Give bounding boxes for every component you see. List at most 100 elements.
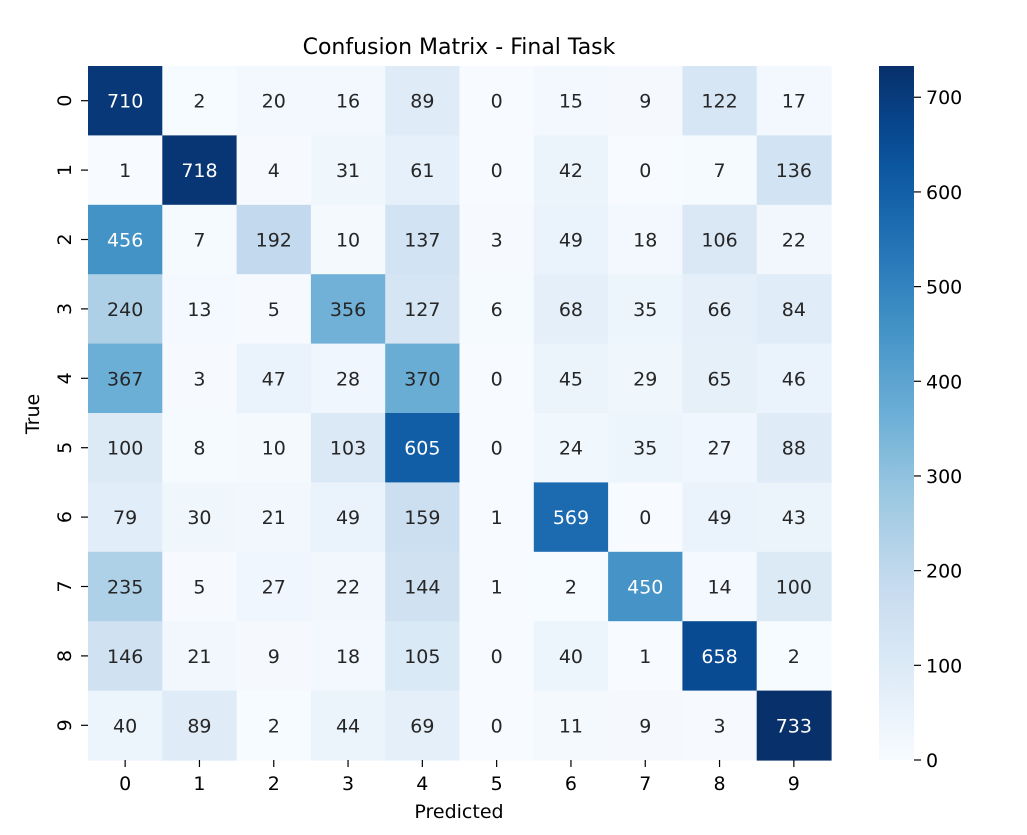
heatmap-cell (756, 482, 832, 553)
colorbar-tick-label: 500 (926, 277, 962, 299)
cell-value-label: 146 (107, 646, 143, 668)
heatmap-cell (236, 343, 312, 414)
y-tick-label: 0 (54, 95, 76, 107)
heatmap-cell (385, 66, 461, 136)
heatmap-cell (88, 621, 163, 692)
cell-value-label: 2 (193, 91, 205, 113)
x-tick-label: 1 (193, 773, 205, 795)
cell-value-label: 192 (256, 230, 292, 252)
colorbar-tick-label: 200 (926, 561, 962, 583)
heatmap-cell (88, 690, 163, 761)
heatmap-cell (310, 343, 386, 414)
heatmap-cell (236, 690, 312, 761)
x-tick-label: 9 (788, 773, 800, 795)
cell-value-label: 24 (559, 438, 583, 460)
cell-value-label: 18 (336, 646, 360, 668)
heatmap-cell (682, 413, 758, 483)
cell-value-label: 31 (336, 160, 360, 182)
cell-value-label: 20 (262, 91, 286, 113)
cell-value-label: 658 (701, 646, 737, 668)
heatmap-cell (682, 204, 758, 275)
heatmap-cell (608, 482, 683, 553)
heatmap-cell (385, 343, 461, 414)
cell-value-label: 100 (776, 577, 812, 599)
heatmap-cell (608, 690, 683, 761)
cell-value-label: 15 (559, 91, 583, 113)
heatmap-cell (310, 413, 386, 483)
cell-value-label: 0 (491, 646, 503, 668)
cell-value-label: 456 (107, 230, 143, 252)
cell-value-label: 7 (714, 160, 726, 182)
heatmap-cell (682, 482, 758, 553)
x-tick-label: 0 (119, 773, 131, 795)
heatmap-cell (385, 621, 461, 692)
cell-value-label: 5 (268, 299, 280, 321)
heatmap-cell (682, 135, 758, 206)
cell-value-label: 605 (404, 438, 440, 460)
cell-value-label: 40 (559, 646, 583, 668)
cell-value-label: 8 (193, 438, 205, 460)
heatmap-cell (162, 690, 238, 761)
heatmap-cell (608, 413, 683, 483)
colorbar-tick-label: 300 (926, 466, 962, 488)
heatmap-cell (533, 343, 609, 414)
heatmap-cell (88, 413, 163, 483)
y-tick-label: 6 (54, 511, 76, 523)
cell-value-label: 61 (410, 160, 434, 182)
cell-value-label: 28 (336, 368, 360, 390)
heatmap-cell (88, 343, 163, 414)
heatmap-cell (682, 551, 758, 622)
heatmap-cell (459, 135, 535, 206)
heatmap-cell (88, 551, 163, 622)
heatmap-cell (756, 551, 832, 622)
cell-value-label: 30 (187, 507, 211, 529)
x-axis-label: Predicted (414, 801, 503, 823)
cell-value-label: 2 (268, 715, 280, 737)
cell-value-label: 9 (268, 646, 280, 668)
x-tick-label: 3 (342, 773, 354, 795)
cell-value-label: 47 (262, 368, 286, 390)
cell-value-label: 3 (491, 230, 503, 252)
cell-value-label: 13 (187, 299, 211, 321)
cell-value-label: 370 (404, 368, 440, 390)
cell-value-label: 733 (776, 715, 812, 737)
y-tick-label: 1 (54, 164, 76, 176)
heatmap-cell (533, 66, 609, 136)
y-tick-label: 3 (54, 303, 76, 315)
cell-value-label: 10 (262, 438, 286, 460)
heatmap-cell (459, 690, 535, 761)
heatmap-cell (533, 413, 609, 483)
cell-value-label: 0 (491, 438, 503, 460)
cell-value-label: 10 (336, 230, 360, 252)
cell-value-label: 35 (633, 299, 657, 321)
heatmap-cell (236, 274, 312, 345)
cell-value-label: 136 (776, 160, 812, 182)
heatmap-cell (608, 204, 683, 275)
heatmap-cell (310, 274, 386, 345)
heatmap-cell (310, 551, 386, 622)
cell-value-label: 9 (639, 715, 651, 737)
cell-value-label: 0 (491, 715, 503, 737)
heatmap-cell (533, 690, 609, 761)
heatmap-cell (533, 204, 609, 275)
x-tick-label: 5 (491, 773, 503, 795)
cell-value-label: 22 (336, 577, 360, 599)
heatmap-cell (310, 204, 386, 275)
cell-value-label: 84 (782, 299, 806, 321)
heatmap-cell (756, 690, 832, 761)
heatmap-cell (162, 66, 238, 136)
heatmap-cell (162, 621, 238, 692)
cell-value-label: 11 (559, 715, 583, 737)
cell-value-label: 710 (107, 91, 143, 113)
cell-value-label: 18 (633, 230, 657, 252)
heatmap-cell (236, 66, 312, 136)
cell-value-label: 21 (187, 646, 211, 668)
cell-value-label: 450 (627, 577, 663, 599)
cell-value-label: 1 (491, 577, 503, 599)
cell-value-label: 1 (639, 646, 651, 668)
cell-value-label: 49 (336, 507, 360, 529)
cell-value-label: 45 (559, 368, 583, 390)
cell-value-label: 22 (782, 230, 806, 252)
cell-value-label: 46 (782, 368, 806, 390)
